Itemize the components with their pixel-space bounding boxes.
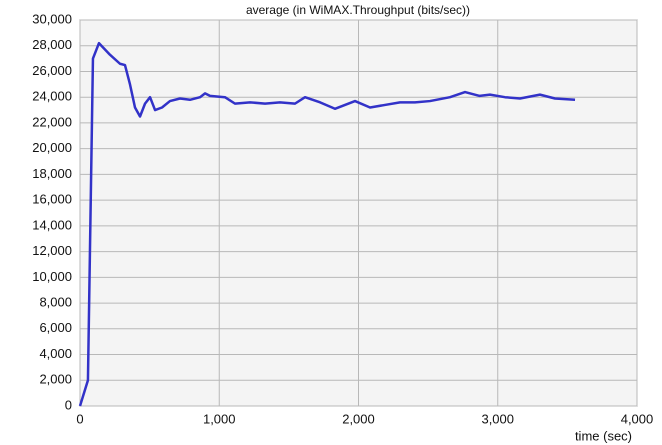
y-tick-label: 4,000 xyxy=(39,346,72,361)
y-tick-label: 28,000 xyxy=(32,37,72,52)
y-tick-label: 18,000 xyxy=(32,166,72,181)
y-tick-label: 10,000 xyxy=(32,269,72,284)
y-tick-label: 26,000 xyxy=(32,63,72,78)
x-tick-label: 1,000 xyxy=(203,411,236,426)
x-tick-label: 0 xyxy=(76,411,83,426)
x-axis-label: time (sec) xyxy=(575,428,632,443)
y-tick-label: 24,000 xyxy=(32,89,72,104)
y-tick-label: 16,000 xyxy=(32,192,72,207)
x-tick-label: 4,000 xyxy=(621,411,654,426)
y-tick-label: 2,000 xyxy=(39,372,72,387)
y-tick-label: 14,000 xyxy=(32,217,72,232)
y-tick-label: 22,000 xyxy=(32,114,72,129)
y-tick-label: 30,000 xyxy=(32,11,72,26)
x-tick-label: 3,000 xyxy=(481,411,514,426)
y-tick-label: 0 xyxy=(65,397,72,412)
data-line xyxy=(78,41,576,407)
chart-title: average (in WiMAX.Throughput (bits/sec)) xyxy=(246,3,470,17)
y-tick-label: 6,000 xyxy=(39,320,72,335)
x-tick-label: 2,000 xyxy=(342,411,375,426)
y-tick-label: 8,000 xyxy=(39,295,72,310)
y-tick-label: 20,000 xyxy=(32,140,72,155)
y-tick-label: 12,000 xyxy=(32,243,72,258)
